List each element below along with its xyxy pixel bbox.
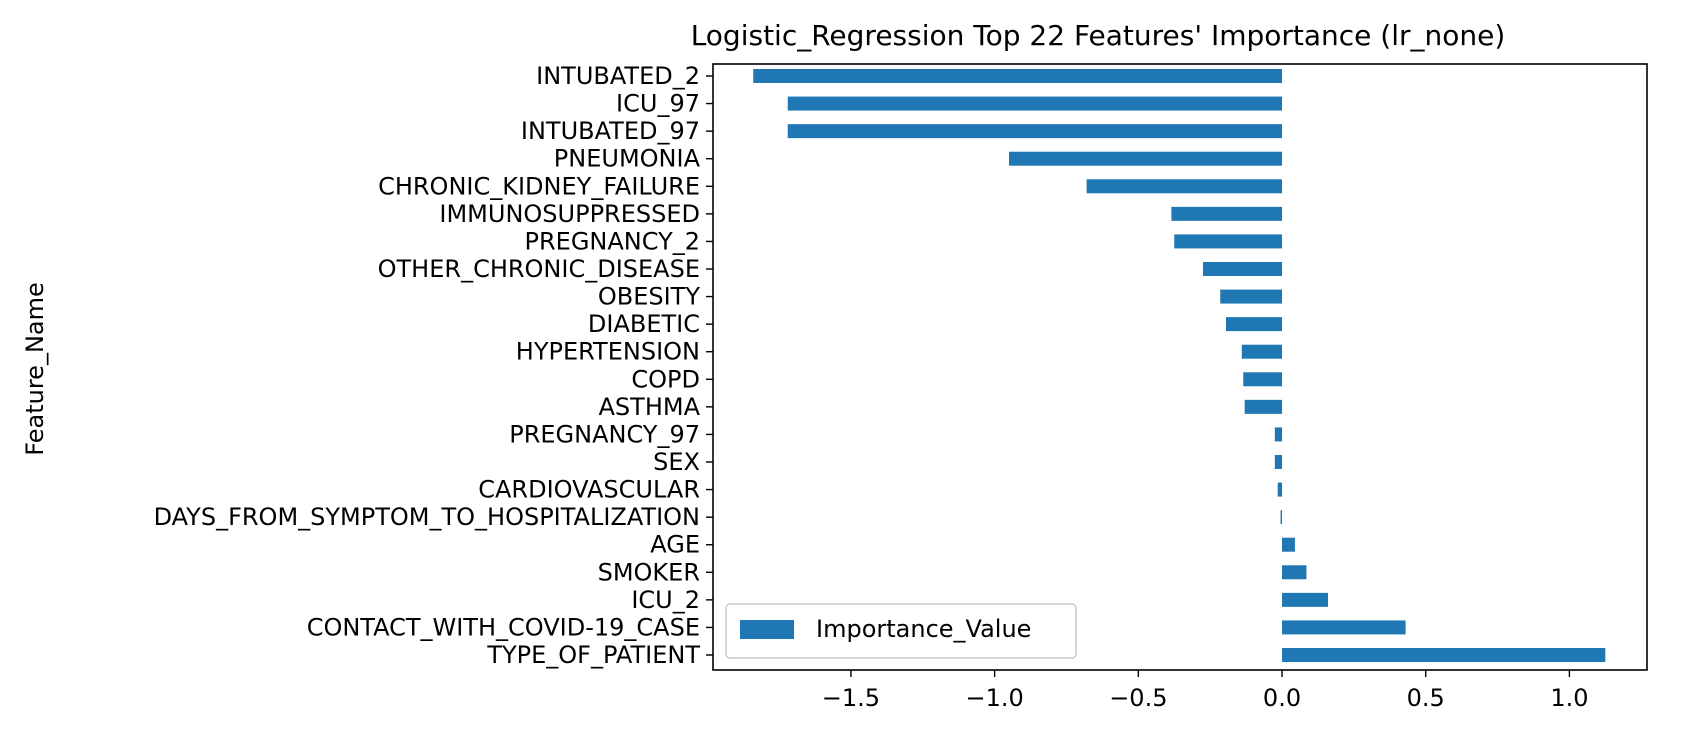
bars-group [753,69,1606,662]
bar-chronic-kidney-failure [1086,179,1283,194]
bar-age [1282,537,1295,552]
category-label: COPD [631,365,700,393]
legend-box [725,603,1077,659]
category-label: ASTHMA [599,393,701,421]
bar-icu-97 [787,96,1283,111]
plot-frame [712,63,1648,671]
bar-diabetic [1225,317,1283,332]
bar-intubated-2 [753,69,1283,83]
category-label: CONTACT_WITH_COVID-19_CASE [307,613,700,641]
x-tick-label: 0.0 [1263,684,1301,712]
bar-immunosuppressed [1171,206,1283,221]
bar-sex [1274,455,1283,469]
category-label: DAYS_FROM_SYMPTOM_TO_HOSPITALIZATION [154,503,700,531]
bar-hypertension [1241,344,1283,359]
bar-icu-2 [1282,592,1329,607]
x-axis-ticks: −1.5 −1.0 −0.5 0.0 0.5 1.0 [822,670,1588,712]
bar-obesity [1220,289,1283,304]
bar-other-chronic-disease [1202,262,1283,276]
category-label: PNEUMONIA [554,145,701,173]
bar-pregnancy-2 [1174,234,1283,249]
category-label: OTHER_CHRONIC_DISEASE [378,255,700,283]
category-label: DIABETIC [588,310,700,338]
bar-type-of-patient [1282,648,1606,662]
x-tick-label: −0.5 [1109,684,1167,712]
category-label: PREGNANCY_2 [525,227,701,255]
category-label: CARDIOVASCULAR [478,476,700,504]
legend-swatch [740,620,794,639]
category-labels: INTUBATED_2ICU_97INTUBATED_97PNEUMONIACH… [154,62,713,669]
category-label: CHRONIC_KIDNEY_FAILURE [378,172,700,200]
category-label: SMOKER [598,558,700,586]
bar-copd [1243,372,1283,387]
chart-title: Logistic_Regression Top 22 Features' Imp… [691,19,1506,52]
bar-cardiovascular [1277,482,1283,497]
category-label: ICU_2 [631,586,700,614]
category-label: INTUBATED_97 [521,117,700,145]
category-label: IMMUNOSUPPRESSED [439,200,700,228]
x-tick-label: −1.0 [965,684,1023,712]
category-label: INTUBATED_2 [536,62,700,90]
category-label: HYPERTENSION [516,338,700,366]
category-label: ICU_97 [616,90,700,118]
x-tick-label: 1.0 [1550,684,1588,712]
category-label: SEX [653,448,700,476]
bar-asthma [1244,399,1283,414]
y-axis-label: Feature_Name [21,282,49,456]
legend-label: Importance_Value [816,615,1031,643]
x-tick-label: −1.5 [822,684,880,712]
bar-pneumonia [1009,151,1283,166]
bar-pregnancy-97 [1274,427,1283,442]
category-label: AGE [650,531,700,559]
bar-days-from-symptom-to-hospitalization [1280,510,1283,525]
bar-contact-with-covid-19-case [1282,620,1406,635]
bar-intubated-97 [787,124,1283,139]
bar-smoker [1282,565,1307,580]
category-label: OBESITY [598,283,700,311]
category-label: TYPE_OF_PATIENT [486,641,700,669]
x-tick-label: 0.5 [1407,684,1445,712]
category-label: PREGNANCY_97 [509,420,700,448]
legend: Importance_Value [725,603,1077,659]
